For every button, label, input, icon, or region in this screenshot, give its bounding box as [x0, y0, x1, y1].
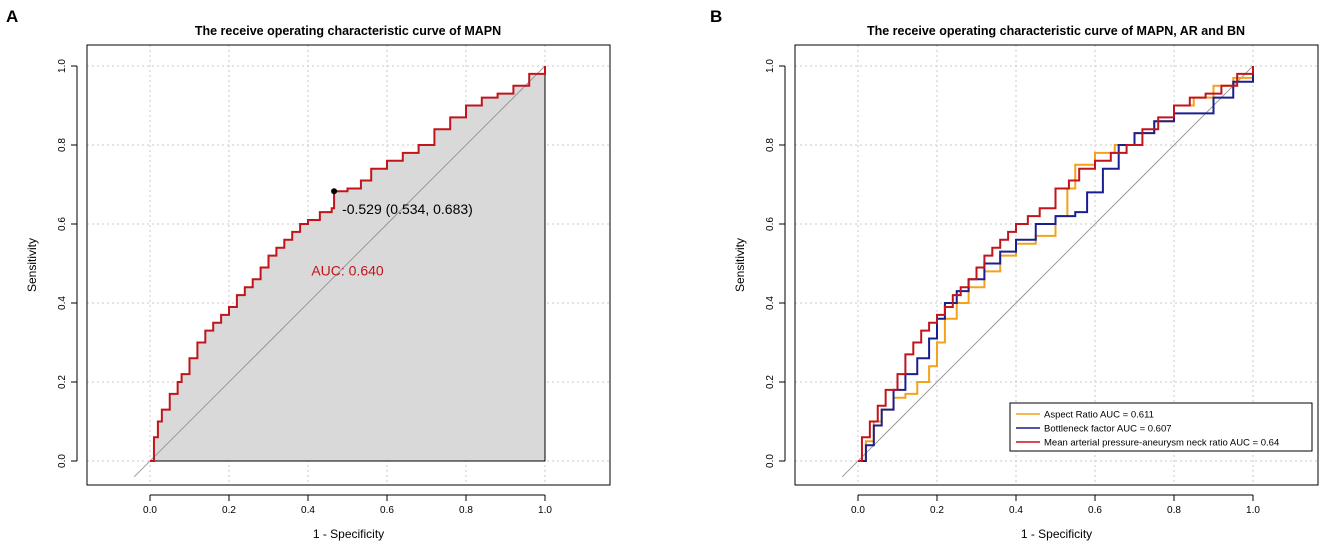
y-tick-label: 0.6	[57, 217, 68, 231]
x-tick-label: 0.2	[222, 505, 236, 516]
y-tick-label: 0.2	[765, 375, 776, 389]
x-tick-label: 0.6	[1088, 505, 1102, 516]
auc-annotation: AUC: 0.640	[311, 262, 384, 278]
x-tick-label: 0.4	[1009, 505, 1023, 516]
y-tick-label: 0.2	[57, 375, 68, 389]
roc-curve-series-2	[858, 66, 1254, 462]
legend-box	[1009, 402, 1313, 452]
y-axis-label: Sensitivity	[733, 238, 747, 292]
cutoff-point	[331, 188, 338, 195]
y-tick-label: 0.4	[57, 296, 68, 310]
x-tick-label: 1.0	[538, 505, 552, 516]
x-tick-label: 0.6	[380, 505, 394, 516]
x-tick-label: 0.0	[851, 505, 865, 516]
legend-entry: Bottleneck factor AUC = 0.607	[1044, 424, 1172, 435]
x-tick-label: 1.0	[1246, 505, 1260, 516]
legend-entry: Aspect Ratio AUC = 0.611	[1044, 410, 1154, 421]
panel-letter: B	[710, 7, 722, 26]
chart-title: The receive operating characteristic cur…	[867, 24, 1245, 38]
x-tick-label: 0.0	[143, 505, 157, 516]
y-axis-label: Sensitivity	[25, 238, 39, 292]
x-axis-label: 1 - Specificity	[1021, 527, 1092, 541]
y-tick-label: 0.6	[765, 217, 776, 231]
roc-curve-series-0	[150, 66, 546, 462]
reference-diagonal	[841, 65, 1254, 478]
chart-title: The receive operating characteristic cur…	[195, 24, 501, 38]
legend-entry: Mean arterial pressure-aneurysm neck rat…	[1044, 438, 1279, 449]
x-tick-label: 0.8	[1167, 505, 1181, 516]
y-tick-label: 0.4	[765, 296, 776, 310]
plot-frame	[86, 44, 611, 486]
legend: Aspect Ratio AUC = 0.611 Bottleneck facto…	[1009, 402, 1313, 452]
reference-diagonal	[133, 65, 546, 478]
plot-frame	[794, 44, 1319, 486]
y-tick-label: 0.0	[765, 454, 776, 468]
y-tick-label: 1.0	[57, 59, 68, 73]
x-tick-label: 0.4	[301, 505, 315, 516]
panel-a: A The receive operating characteristic cu…	[6, 7, 611, 541]
y-tick-label: 0.8	[765, 138, 776, 152]
panel-letter: A	[6, 7, 18, 26]
x-tick-label: 0.8	[459, 505, 473, 516]
cutoff-label: -0.529 (0.534, 0.683)	[342, 201, 473, 217]
y-tick-label: 1.0	[765, 59, 776, 73]
y-tick-label: 0.0	[57, 454, 68, 468]
y-tick-label: 0.8	[57, 138, 68, 152]
x-axis-label: 1 - Specificity	[313, 527, 384, 541]
x-tick-label: 0.2	[930, 505, 944, 516]
panel-b: B The receive operating characteristic cu…	[710, 7, 1319, 541]
